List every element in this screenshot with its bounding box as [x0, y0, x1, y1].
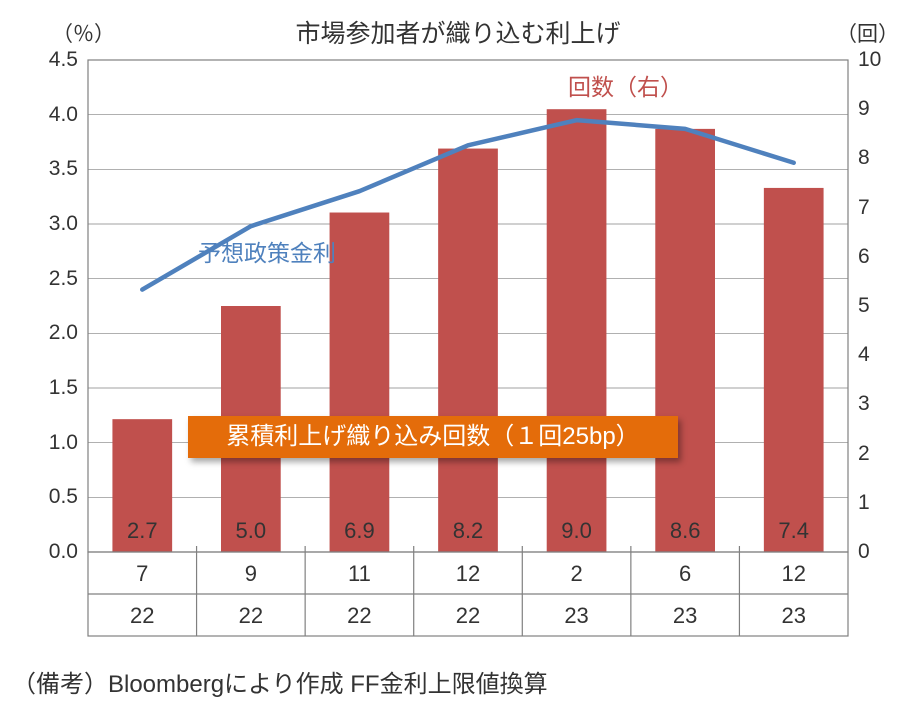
left-tick: 3.5	[0, 157, 78, 181]
bar	[655, 129, 715, 552]
x-category-year: 22	[418, 603, 518, 629]
x-category-month: 2	[527, 561, 627, 587]
left-tick: 4.0	[0, 103, 78, 127]
x-category-year: 22	[201, 603, 301, 629]
right-tick: 1	[858, 491, 870, 515]
left-tick: 1.5	[0, 376, 78, 400]
left-tick: 2.0	[0, 321, 78, 345]
right-tick: 9	[858, 97, 870, 121]
x-category-month: 9	[201, 561, 301, 587]
right-tick: 0	[858, 540, 870, 564]
chart-footnote: （備考）Bloombergにより作成 FF金利上限値換算	[12, 664, 548, 699]
right-tick: 4	[858, 343, 870, 367]
bar-value-label: 2.7	[112, 518, 172, 544]
bar	[547, 109, 607, 552]
right-tick: 8	[858, 146, 870, 170]
x-category-month: 11	[309, 561, 409, 587]
bar-series-label: 回数（右）	[568, 68, 683, 102]
x-category-month: 6	[635, 561, 735, 587]
bar-value-label: 5.0	[221, 518, 281, 544]
x-category-year: 23	[635, 603, 735, 629]
plot-area	[0, 0, 916, 702]
left-tick: 3.0	[0, 212, 78, 236]
x-category-year: 23	[744, 603, 844, 629]
left-tick: 2.5	[0, 267, 78, 291]
x-category-year: 22	[92, 603, 192, 629]
x-category-year: 22	[309, 603, 409, 629]
right-tick: 3	[858, 392, 870, 416]
bar	[438, 149, 498, 552]
bar-value-label: 8.6	[655, 518, 715, 544]
x-category-month: 12	[744, 561, 844, 587]
x-category-year: 23	[527, 603, 627, 629]
bar-value-label: 7.4	[764, 518, 824, 544]
bar	[330, 213, 390, 552]
right-tick: 5	[858, 294, 870, 318]
bar-value-label: 8.2	[438, 518, 498, 544]
data-box: 累積利上げ織り込み回数（１回25bp）	[188, 416, 678, 458]
line-series-label: 予想政策金利	[198, 234, 336, 268]
bar	[764, 188, 824, 552]
left-tick: 4.5	[0, 48, 78, 72]
left-tick: 0.0	[0, 540, 78, 564]
bar-value-label: 9.0	[547, 518, 607, 544]
left-tick: 0.5	[0, 485, 78, 509]
bar-value-label: 6.9	[329, 518, 389, 544]
right-tick: 2	[858, 442, 870, 466]
x-category-month: 7	[92, 561, 192, 587]
right-tick: 10	[858, 48, 881, 72]
right-tick: 6	[858, 245, 870, 269]
right-tick: 7	[858, 196, 870, 220]
x-category-month: 12	[418, 561, 518, 587]
left-tick: 1.0	[0, 431, 78, 455]
